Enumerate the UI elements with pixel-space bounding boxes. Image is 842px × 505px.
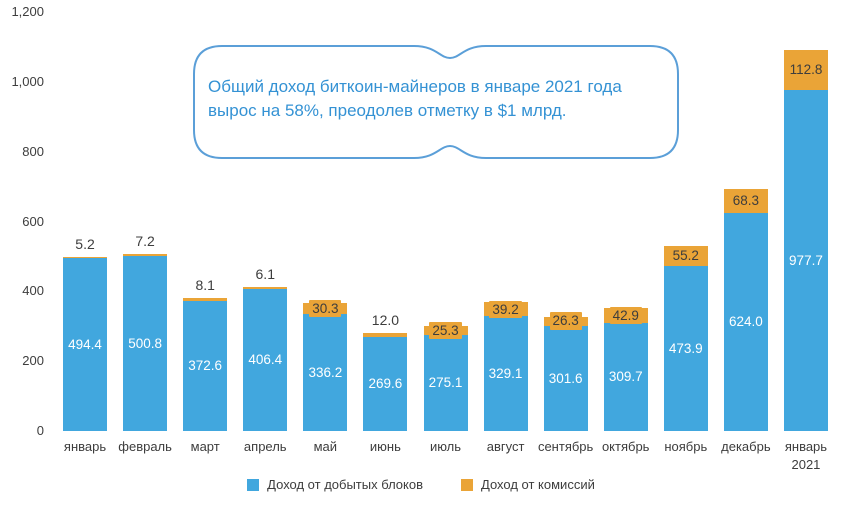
fees-value-label: 55.2 (669, 247, 702, 265)
x-axis-label: март (190, 439, 220, 454)
fees-segment[interactable]: 55.2 (663, 246, 708, 266)
bar-12[interactable]: 112.8 977.7 (783, 50, 828, 431)
blocks-segment[interactable]: 977.7 (783, 89, 828, 431)
fees-segment[interactable]: 30.3 (303, 299, 348, 318)
fees-segment[interactable]: 112.8 (783, 50, 828, 90)
blocks-value-label: 336.2 (308, 364, 343, 380)
fees-value-label: 26.3 (549, 312, 582, 330)
fees-value-label: 112.8 (786, 61, 826, 79)
blocks-value-label: 494.4 (68, 336, 102, 352)
fees-segment[interactable]: 26.3 (543, 312, 588, 330)
legend-item-blocks[interactable]: Доход от добытых блоков (247, 477, 423, 492)
x-axis-label: сентябрь (537, 439, 594, 454)
blocks-value-label: 275.1 (428, 375, 463, 391)
fees-value-label: 30.3 (309, 299, 342, 318)
fees-value-label: 12.0 (371, 311, 400, 328)
blocks-segment[interactable]: 269.6 (363, 336, 408, 431)
bar-3[interactable]: 406.4 (243, 286, 288, 431)
bar-5[interactable]: 269.6 (363, 332, 408, 431)
blocks-segment[interactable]: 473.9 (663, 265, 708, 431)
fees-segment[interactable] (243, 286, 288, 290)
blocks-value-label: 406.4 (248, 352, 283, 368)
blocks-segment[interactable]: 329.1 (483, 316, 528, 431)
blocks-segment[interactable]: 301.6 (543, 325, 588, 431)
blocks-value-label: 500.8 (128, 335, 162, 351)
plot-area: 5.2 494.4 7.2 500.8 8.1 372.6 6.1 406.4 30.3 336.… (55, 12, 836, 431)
fees-segment[interactable] (183, 298, 228, 301)
x-axis-label: май (313, 439, 338, 454)
fees-segment[interactable]: 42.9 (603, 306, 648, 325)
fees-value-label: 42.9 (609, 306, 642, 325)
fees-value-label: 25.3 (429, 321, 462, 340)
blocks-value-label: 624.0 (728, 314, 763, 330)
fees-segment[interactable]: 25.3 (423, 321, 468, 340)
fees-segment[interactable] (363, 332, 408, 337)
blocks-value-label: 301.6 (548, 370, 583, 386)
bar-10[interactable]: 55.2 473.9 (663, 246, 708, 431)
bar-1[interactable]: 500.8 (123, 253, 168, 431)
legend-label-blocks: Доход от добытых блоков (267, 477, 424, 492)
y-tick-label: 1,200 (11, 4, 44, 19)
bar-2[interactable]: 372.6 (183, 298, 228, 431)
blocks-segment[interactable]: 624.0 (723, 213, 768, 431)
blocks-segment[interactable]: 372.6 (183, 300, 228, 431)
blocks-value-label: 473.9 (668, 340, 703, 356)
blocks-segment[interactable]: 275.1 (423, 334, 468, 431)
y-tick-label: 400 (22, 283, 44, 299)
legend-swatch-blocks-icon (247, 478, 260, 491)
x-axis-label: июль (429, 439, 462, 454)
fees-value-label: 8.1 (195, 277, 215, 294)
fees-value-label: 7.2 (135, 232, 155, 249)
blocks-segment[interactable]: 336.2 (303, 313, 348, 431)
y-axis: 0 200 400 600 800 1,000 1,200 (0, 0, 50, 471)
x-axis-label: январь (63, 439, 107, 454)
legend-swatch-fees-icon (461, 478, 474, 491)
bar-8[interactable]: 26.3 301.6 (543, 312, 588, 431)
fees-segment[interactable] (123, 253, 168, 257)
x-axis-label: декабрь (721, 439, 771, 454)
blocks-value-label: 309.7 (608, 369, 643, 385)
x-axis-label: февраль (118, 439, 172, 454)
fees-segment[interactable] (63, 256, 108, 259)
bar-0[interactable]: 494.4 (63, 256, 108, 431)
y-tick-label: 0 (36, 423, 44, 438)
legend: Доход от добытых блоков Доход от комисси… (0, 477, 842, 492)
y-tick-label: 800 (22, 143, 44, 159)
blocks-value-label: 269.6 (368, 376, 403, 392)
y-tick-label: 600 (22, 213, 44, 229)
x-axis: январь февраль март апрель май июнь июль август… (55, 438, 836, 474)
x-axis-label: август (486, 439, 525, 454)
bar-4[interactable]: 30.3 336.2 (303, 299, 348, 431)
y-tick-label: 1,000 (11, 73, 44, 89)
legend-item-fees[interactable]: Доход от комиссий (461, 477, 595, 492)
fees-value-label: 5.2 (75, 235, 95, 252)
bar-9[interactable]: 42.9 309.7 (603, 306, 648, 431)
y-tick-label: 200 (22, 353, 44, 369)
blocks-value-label: 329.1 (488, 365, 523, 381)
x-axis-label: июнь (369, 439, 401, 454)
x-axis-label: апрель (243, 439, 287, 454)
x-axis-label: октябрь (601, 439, 650, 454)
blocks-segment[interactable]: 494.4 (63, 258, 108, 431)
legend-label-fees: Доход от комиссий (481, 477, 595, 492)
x-axis-label: ноябрь (664, 439, 708, 454)
blocks-value-label: 372.6 (188, 358, 223, 374)
bar-6[interactable]: 25.3 275.1 (423, 321, 468, 431)
fees-value-label: 6.1 (255, 265, 275, 282)
fees-value-label: 39.2 (489, 300, 522, 318)
fees-segment[interactable]: 68.3 (723, 189, 768, 214)
fees-segment[interactable]: 39.2 (483, 300, 528, 318)
fees-value-label: 68.3 (729, 192, 763, 210)
x-axis-label: январь 2021 (784, 439, 828, 472)
blocks-value-label: 977.7 (789, 252, 823, 268)
bar-7[interactable]: 39.2 329.1 (483, 300, 528, 431)
blocks-segment[interactable]: 309.7 (603, 322, 648, 431)
blocks-segment[interactable]: 406.4 (243, 289, 288, 431)
blocks-segment[interactable]: 500.8 (123, 256, 168, 431)
bar-11[interactable]: 68.3 624.0 (723, 189, 768, 431)
